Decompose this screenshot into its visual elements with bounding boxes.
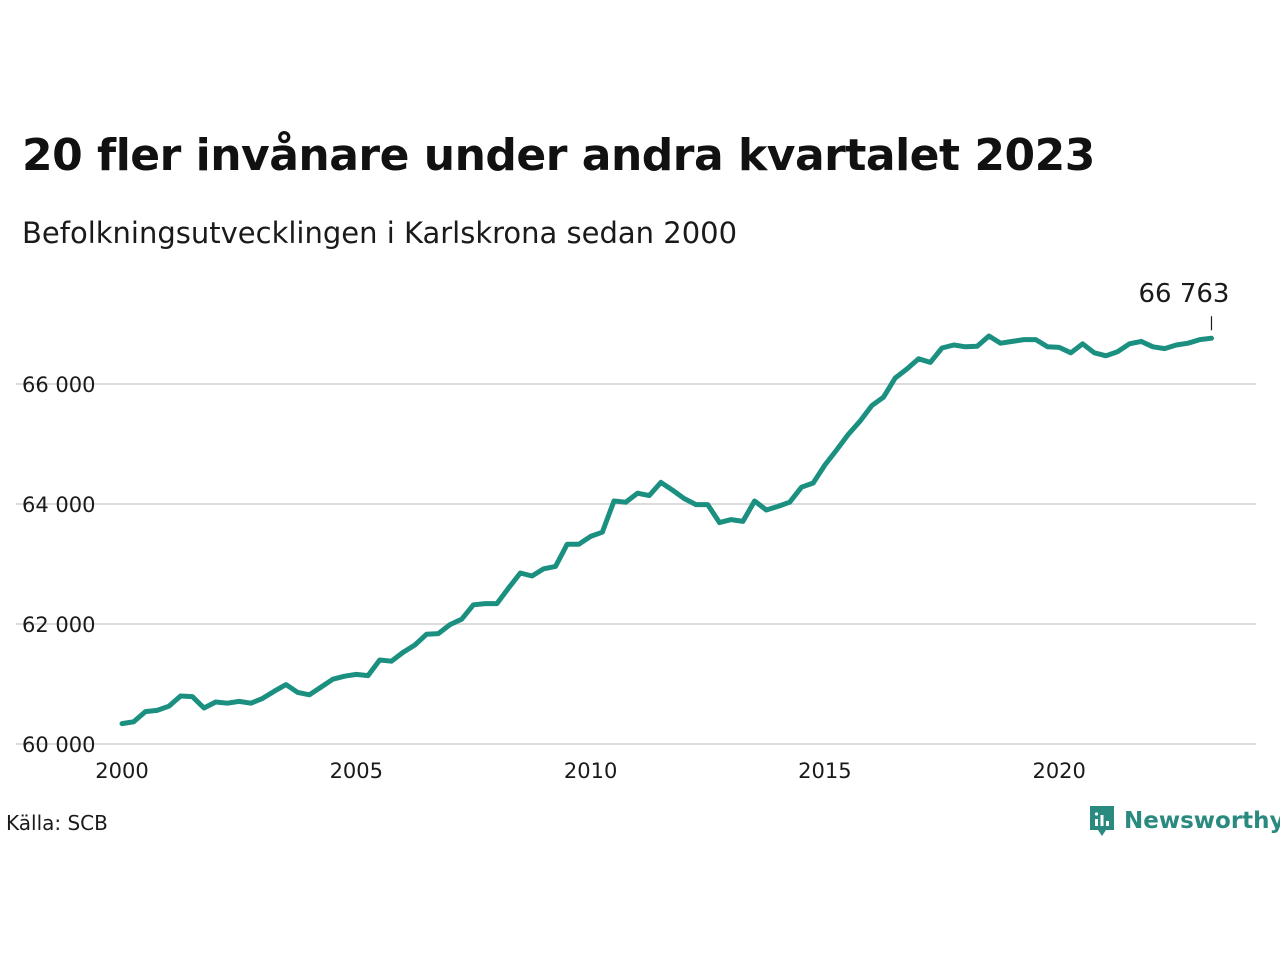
x-tick-label: 2000 [95,759,148,783]
y-tick-label: 60 000 [22,733,95,757]
x-tick-label: 2020 [1032,759,1085,783]
y-axis-ticks: 60 000 62 000 64 000 66 000 [22,373,95,757]
series-line [119,333,1214,727]
gridlines [16,383,1256,745]
x-tick-label: 2005 [330,759,383,783]
y-tick-label: 62 000 [22,613,95,637]
y-tick-label: 66 000 [22,373,95,397]
series-group [119,333,1214,727]
annotation-group: 66 763 [1138,279,1229,331]
x-tick-label: 2015 [798,759,851,783]
y-tick-label: 64 000 [22,493,95,517]
chart-subtitle: Befolkningsutvecklingen i Karlskrona sed… [22,216,738,250]
source-note: Källa: SCB [6,811,108,835]
newsworthy-logo-text: Newsworthy [1124,808,1280,834]
x-tick-label: 2010 [564,759,617,783]
chart-title: 20 fler invånare under andra kvartalet 2… [22,130,1095,181]
x-axis-ticks: 2000 2005 2010 2015 2020 [95,759,1086,783]
end-value-label: 66 763 [1138,279,1229,309]
newsworthy-logo-icon [1090,806,1114,836]
newsworthy-logo[interactable]: Newsworthy [1088,804,1280,838]
